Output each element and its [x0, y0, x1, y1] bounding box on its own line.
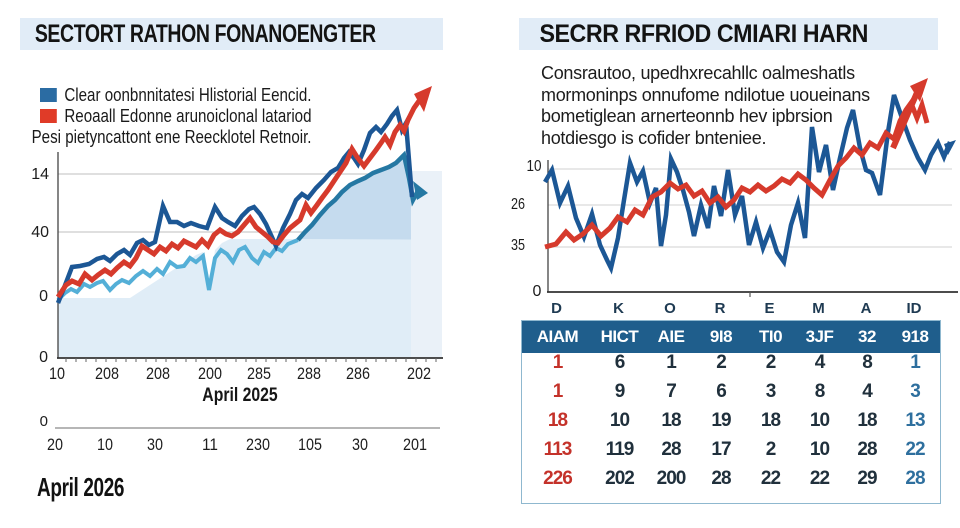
svg-text:14: 14	[31, 166, 49, 183]
svg-text:10: 10	[527, 158, 542, 175]
svg-text:30: 30	[147, 435, 163, 454]
svg-text:105: 105	[298, 435, 322, 454]
svg-text:40: 40	[31, 224, 49, 241]
svg-text:208: 208	[146, 364, 170, 383]
svg-text:285: 285	[247, 364, 271, 383]
svg-text:10: 10	[97, 435, 113, 454]
svg-text:26: 26	[511, 196, 525, 213]
svg-text:288: 288	[297, 364, 321, 383]
svg-text:286: 286	[346, 364, 370, 383]
svg-text:11: 11	[202, 435, 218, 454]
svg-text:0: 0	[40, 413, 48, 430]
svg-text:200: 200	[198, 364, 222, 383]
svg-text:202: 202	[407, 364, 431, 383]
svg-text:230: 230	[246, 435, 270, 454]
svg-text:0: 0	[39, 288, 48, 305]
svg-text:35: 35	[511, 237, 525, 254]
svg-text:10: 10	[49, 364, 65, 383]
svg-text:30: 30	[352, 435, 368, 454]
svg-text:201: 201	[403, 435, 427, 454]
svg-text:0: 0	[533, 283, 542, 300]
svg-text:0: 0	[39, 349, 48, 366]
svg-text:208: 208	[95, 364, 119, 383]
svg-text:20: 20	[47, 435, 63, 454]
